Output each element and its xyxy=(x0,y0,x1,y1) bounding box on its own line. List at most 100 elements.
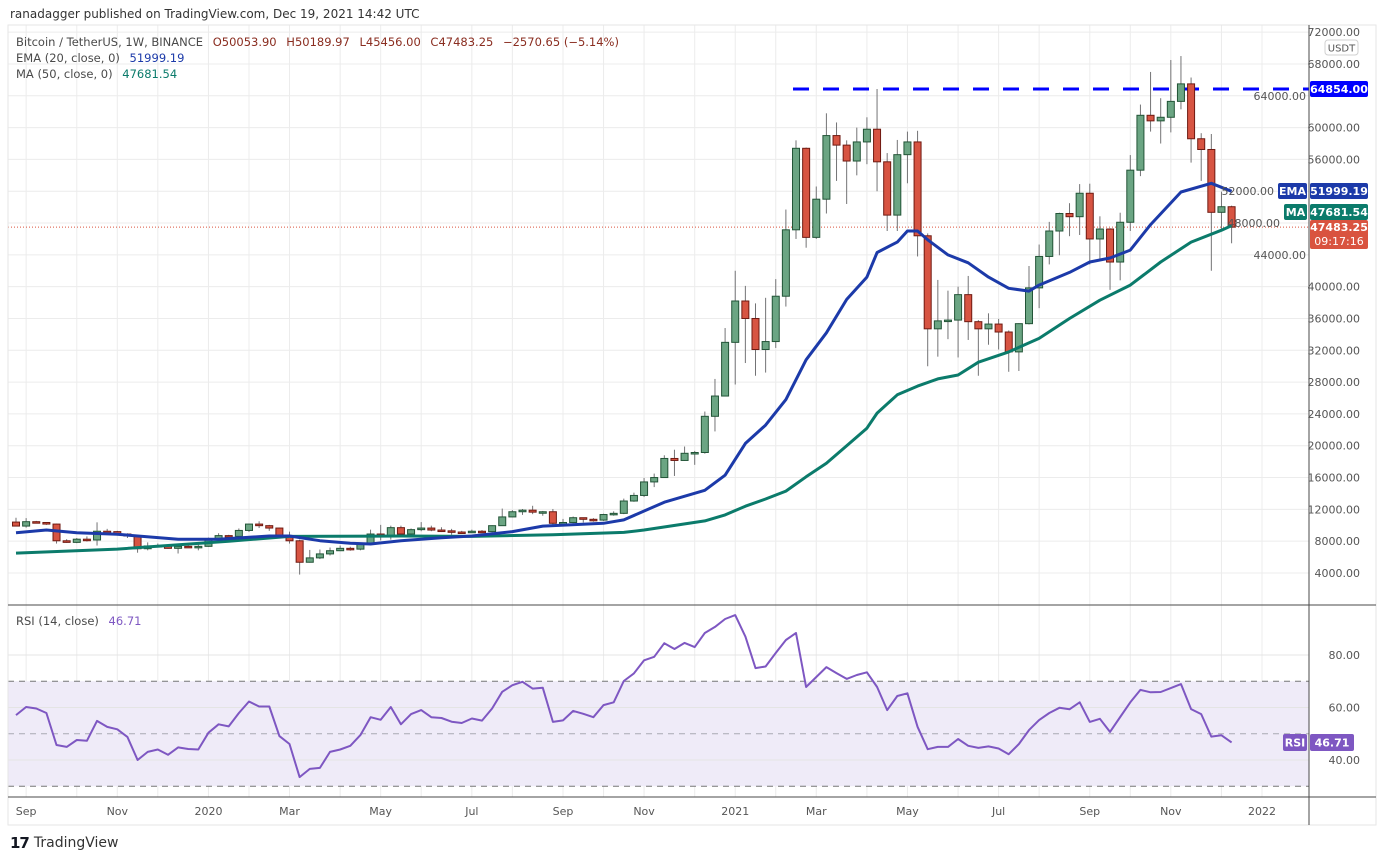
candle[interactable] xyxy=(994,318,1003,350)
candle[interactable] xyxy=(1035,244,1044,309)
candle[interactable] xyxy=(1217,191,1226,231)
candle[interactable] xyxy=(1166,60,1175,133)
candle[interactable] xyxy=(923,233,932,367)
candle[interactable] xyxy=(1045,221,1054,265)
candle[interactable] xyxy=(305,549,314,563)
candle[interactable] xyxy=(488,525,497,533)
candle[interactable] xyxy=(812,186,821,239)
candle[interactable] xyxy=(781,209,790,307)
candle[interactable] xyxy=(427,525,436,532)
candle[interactable] xyxy=(852,127,861,176)
candle[interactable] xyxy=(396,525,405,535)
candle[interactable] xyxy=(467,529,476,534)
candle[interactable] xyxy=(265,524,274,531)
rsi-axis[interactable]: 40.00 60.00 80.00 xyxy=(1329,649,1361,767)
candle[interactable] xyxy=(1025,266,1033,325)
candle[interactable] xyxy=(1176,56,1185,110)
candle[interactable] xyxy=(82,536,91,542)
candle[interactable] xyxy=(710,378,719,432)
candle[interactable] xyxy=(731,270,740,385)
candle[interactable] xyxy=(477,530,486,534)
candle[interactable] xyxy=(771,279,780,348)
symbol-legend[interactable]: Bitcoin / TetherUS, 1W, BINANCE O50053.9… xyxy=(16,35,625,49)
candle[interactable] xyxy=(315,549,324,560)
candle[interactable] xyxy=(1085,183,1094,265)
candle[interactable] xyxy=(984,313,993,345)
candle[interactable] xyxy=(1095,216,1104,261)
candle[interactable] xyxy=(1055,212,1064,256)
candle[interactable] xyxy=(589,518,598,522)
candle[interactable] xyxy=(1197,133,1206,181)
tradingview-logo[interactable]: 17 TradingView xyxy=(10,834,118,852)
candle[interactable] xyxy=(72,537,81,544)
candle[interactable] xyxy=(457,530,466,535)
candle[interactable] xyxy=(862,117,871,165)
candle[interactable] xyxy=(346,546,355,551)
candle[interactable] xyxy=(518,508,527,515)
rsi-line[interactable] xyxy=(15,614,1233,779)
candle[interactable] xyxy=(184,545,193,549)
candle[interactable] xyxy=(873,89,882,192)
candle[interactable] xyxy=(295,539,304,575)
candle[interactable] xyxy=(599,513,608,521)
candle[interactable] xyxy=(700,411,709,454)
candle[interactable] xyxy=(792,140,801,239)
candle[interactable] xyxy=(660,455,669,479)
candle[interactable] xyxy=(569,516,578,524)
ma-legend[interactable]: MA (50, close, 0) 47681.54 xyxy=(16,67,183,81)
candle[interactable] xyxy=(680,446,689,461)
candle[interactable] xyxy=(883,153,892,232)
candle[interactable] xyxy=(650,473,659,488)
candle[interactable] xyxy=(1065,203,1074,237)
candle[interactable] xyxy=(629,492,638,502)
candle[interactable] xyxy=(32,520,41,524)
candle[interactable] xyxy=(579,517,588,523)
candle[interactable] xyxy=(1126,155,1135,232)
candle[interactable] xyxy=(690,450,699,465)
candle[interactable] xyxy=(376,524,385,541)
candle[interactable] xyxy=(933,279,942,357)
candle[interactable] xyxy=(640,477,649,498)
candle[interactable] xyxy=(822,113,831,214)
candle[interactable] xyxy=(133,535,142,553)
candle[interactable] xyxy=(913,130,922,257)
candle[interactable] xyxy=(802,147,811,248)
candle[interactable] xyxy=(336,545,345,552)
candle[interactable] xyxy=(12,517,20,527)
candle[interactable] xyxy=(528,505,537,515)
candle[interactable] xyxy=(832,122,841,181)
price-axis[interactable]: 4000.00 8000.00 12000.00 16000.00 20000.00 24… xyxy=(1222,26,1361,580)
candle[interactable] xyxy=(721,328,730,397)
candle[interactable] xyxy=(1136,104,1145,177)
candle[interactable] xyxy=(498,508,507,527)
candle[interactable] xyxy=(751,303,760,376)
candle[interactable] xyxy=(893,139,902,232)
candle[interactable] xyxy=(1187,77,1196,163)
candle[interactable] xyxy=(964,275,973,340)
candle[interactable] xyxy=(447,528,456,535)
ma50-line[interactable] xyxy=(15,224,1233,555)
candle[interactable] xyxy=(954,286,963,358)
ema-legend[interactable]: EMA (20, close, 0) 51999.19 xyxy=(16,51,190,65)
rsi-legend[interactable]: RSI (14, close) 46.71 xyxy=(16,614,147,628)
candle[interactable] xyxy=(1146,71,1155,132)
candle[interactable] xyxy=(1156,98,1165,144)
candle[interactable] xyxy=(609,511,618,516)
candle[interactable] xyxy=(974,320,983,376)
candle[interactable] xyxy=(619,498,628,515)
candle[interactable] xyxy=(538,510,547,516)
candle[interactable] xyxy=(52,523,61,544)
candle[interactable] xyxy=(508,510,517,518)
ema20-line[interactable] xyxy=(15,181,1233,546)
candle[interactable] xyxy=(903,131,912,184)
candle[interactable] xyxy=(1207,133,1216,271)
candle[interactable] xyxy=(417,522,426,532)
candle[interactable] xyxy=(761,297,770,373)
candle[interactable] xyxy=(326,547,335,556)
candle[interactable] xyxy=(842,140,851,204)
candle[interactable] xyxy=(255,521,264,529)
candle[interactable] xyxy=(234,528,243,538)
time-axis[interactable]: Sep Nov 2020 Mar May Jul Sep Nov 2021 Mar May Jul Se… xyxy=(16,805,1276,818)
candle[interactable] xyxy=(244,523,253,533)
